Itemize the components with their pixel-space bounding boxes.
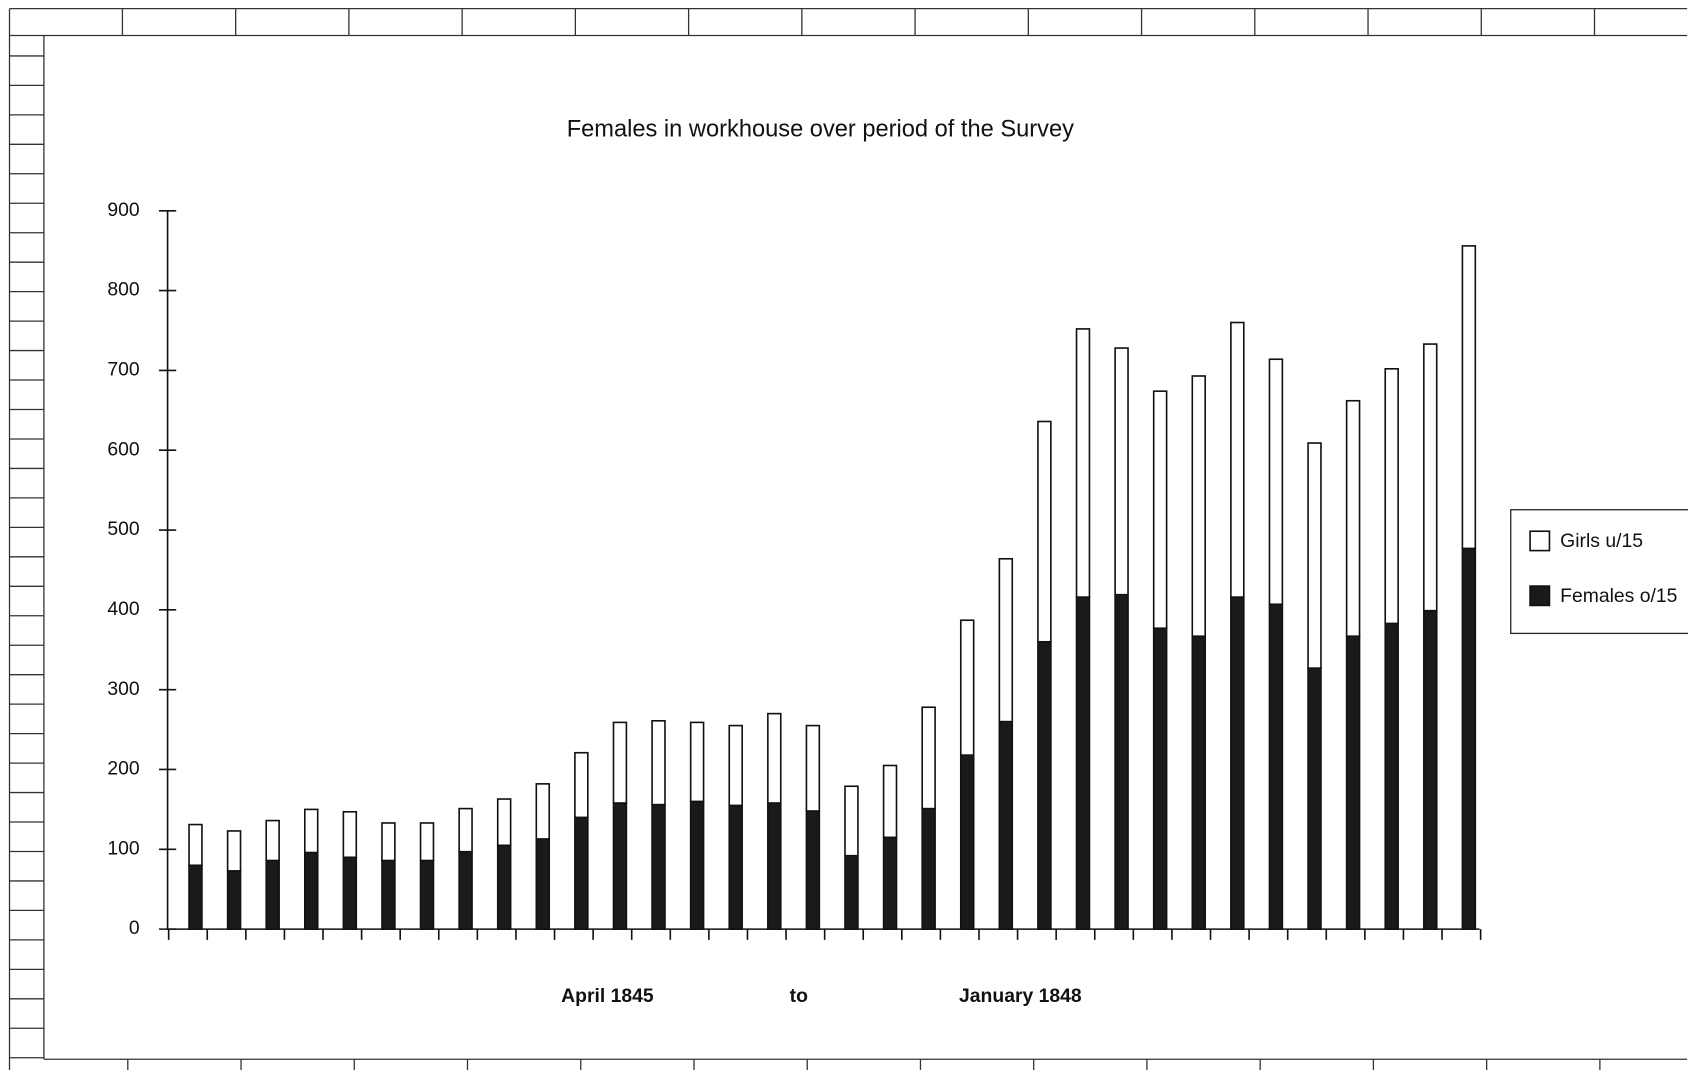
annotation: April 1845 xyxy=(561,985,654,1007)
bar-segment xyxy=(496,798,512,847)
bar-segment xyxy=(998,557,1014,723)
bar-segment xyxy=(1152,390,1168,630)
bar-segment xyxy=(265,819,280,862)
bar-segment xyxy=(1307,667,1322,930)
bar-segment xyxy=(265,859,280,930)
bar-segment xyxy=(1075,328,1091,598)
bar-segment xyxy=(844,854,859,930)
bar-segment xyxy=(535,783,551,840)
y-tick-label: 300 xyxy=(107,678,139,700)
legend-swatch xyxy=(1529,585,1551,607)
bar-segment xyxy=(998,720,1014,930)
bar-segment xyxy=(1152,627,1168,930)
bar-segment xyxy=(303,808,319,854)
bar-segment xyxy=(1423,609,1438,930)
bar-segment xyxy=(805,810,821,930)
bar-segment xyxy=(1075,596,1091,930)
bar-segment xyxy=(1230,596,1245,930)
bar-segment xyxy=(1384,622,1399,930)
bar-segment xyxy=(959,619,975,756)
legend-swatch xyxy=(1529,530,1551,552)
legend-box xyxy=(1510,509,1688,635)
bar-segment xyxy=(1345,399,1361,638)
bar-segment xyxy=(1037,640,1052,930)
bar-segment xyxy=(226,870,242,930)
bar-segment xyxy=(1114,347,1129,596)
bar-segment xyxy=(419,859,435,930)
y-tick-label: 100 xyxy=(107,837,139,859)
y-tick-label: 0 xyxy=(129,917,140,939)
chart-title: Females in workhouse over period of the … xyxy=(567,116,1074,142)
bar-segment xyxy=(612,802,628,930)
bar-segment xyxy=(458,850,473,930)
bar-segment xyxy=(1268,358,1284,606)
bar-segment xyxy=(728,724,743,807)
bar-segment xyxy=(342,810,358,859)
bar-segment xyxy=(1037,420,1052,643)
bar-segment xyxy=(342,856,358,930)
legend-label: Females o/15 xyxy=(1560,585,1677,607)
spreadsheet-grid xyxy=(8,7,1688,1070)
bar-segment xyxy=(882,836,898,930)
bar-segment xyxy=(767,712,782,804)
legend-label: Girls u/15 xyxy=(1560,530,1643,552)
bar-segment xyxy=(1230,321,1245,598)
y-tick-label: 800 xyxy=(107,279,139,301)
bar-segment xyxy=(921,807,936,930)
bar-segment xyxy=(1423,343,1438,612)
bar-segment xyxy=(689,721,705,803)
bar-segment xyxy=(651,803,666,930)
bar-segment xyxy=(303,851,319,930)
bar-segment xyxy=(381,822,396,862)
bar-segment xyxy=(805,724,821,812)
bar-segment xyxy=(1191,635,1207,930)
bar-segment xyxy=(1461,547,1477,930)
bar-segment xyxy=(844,785,859,857)
bar-segment xyxy=(574,816,589,930)
bar-segment xyxy=(381,859,396,930)
bar-segment xyxy=(767,802,782,930)
annotation: to xyxy=(790,985,808,1007)
bar-segment xyxy=(1191,375,1207,638)
y-tick-label: 900 xyxy=(107,199,139,221)
bar-segment xyxy=(226,830,242,872)
bar-segment xyxy=(959,754,975,930)
bar-segment xyxy=(651,719,666,806)
annotation: January 1848 xyxy=(959,985,1082,1007)
bar-segment xyxy=(689,800,705,930)
bar-segment xyxy=(1114,593,1129,930)
bar-segment xyxy=(921,706,936,810)
bar-segment xyxy=(1461,245,1477,550)
bar-segment xyxy=(1384,368,1399,625)
bar-segment xyxy=(458,807,473,853)
bar-segment xyxy=(728,804,743,930)
bar-segment xyxy=(496,844,512,930)
bar-segment xyxy=(188,823,203,867)
bar-segment xyxy=(535,838,551,930)
y-tick-label: 600 xyxy=(107,438,139,460)
bar-segment xyxy=(1307,442,1322,669)
bar-segment xyxy=(574,751,589,819)
y-tick-label: 200 xyxy=(107,758,139,780)
bar-segment xyxy=(612,721,628,804)
bar-segment xyxy=(1268,603,1284,930)
bar-segment xyxy=(1345,635,1361,930)
y-tick-label: 500 xyxy=(107,518,139,540)
bar-segment xyxy=(419,822,435,862)
bar-segment xyxy=(188,864,203,930)
bar-segment xyxy=(882,764,898,839)
y-tick-label: 700 xyxy=(107,359,139,381)
y-tick-label: 400 xyxy=(107,598,139,620)
